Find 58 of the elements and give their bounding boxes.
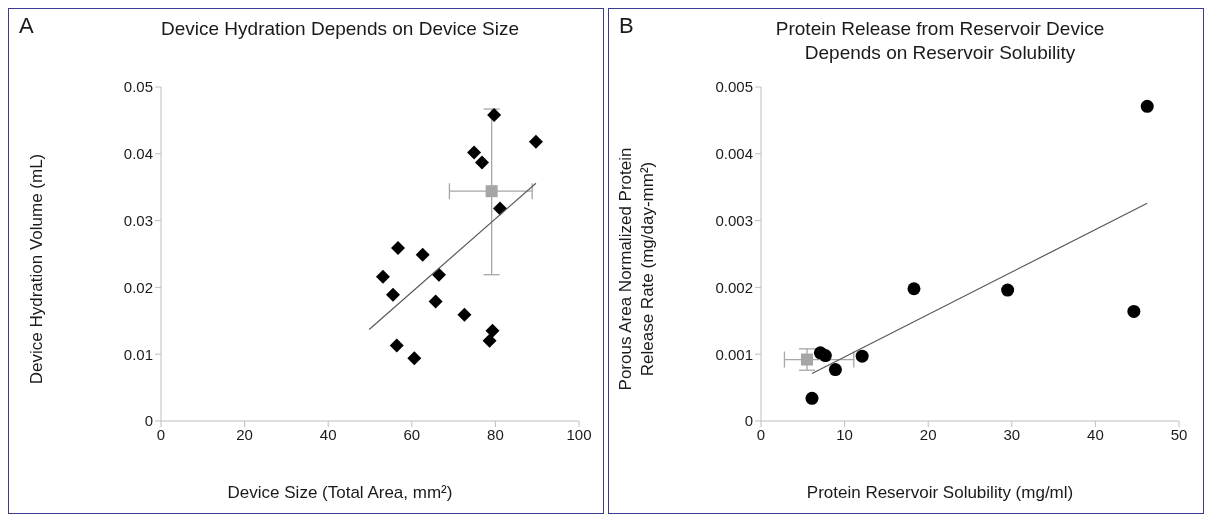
point (457, 307, 472, 322)
y-tick-label: 0.02 (123, 278, 153, 296)
point (407, 351, 422, 366)
point (428, 294, 443, 309)
point (493, 201, 507, 216)
x-tick-label: 80 (487, 425, 504, 443)
point (828, 363, 842, 377)
y-tick-label: 0 (744, 412, 753, 430)
y-axis-title: Device Hydration Volume (mL) (26, 152, 47, 387)
x-tick-label: 60 (403, 425, 421, 443)
point (907, 282, 921, 296)
point (389, 338, 404, 353)
y-tick-label: 0.03 (123, 211, 153, 229)
x-tick-label: 0 (756, 425, 766, 443)
point (485, 323, 500, 338)
point (1140, 99, 1154, 113)
text: A (19, 13, 34, 39)
x-tick-label: 50 (1170, 425, 1188, 443)
x-tick-label: 10 (836, 425, 853, 443)
y-axis-title: Porous Area Normalized Protein Release Rate (mg/day-mm²) (615, 146, 658, 393)
x-tick-label: 20 (236, 425, 253, 443)
x-tick-label: 20 (919, 425, 937, 443)
y-tick-label: 0.002 (715, 278, 753, 296)
point (1127, 304, 1141, 318)
point (485, 185, 498, 198)
chart-title: Device Hydration Depends on Device Size (160, 17, 520, 41)
y-tick-label: 0.005 (715, 78, 753, 96)
y-tick-label: 0.04 (123, 145, 153, 163)
y-tick-label: 0.004 (715, 145, 753, 163)
x-tick-label: 0 (156, 425, 166, 443)
point (482, 333, 497, 348)
x-tick-label: 40 (1087, 425, 1104, 443)
y-tick-label: 0.001 (715, 345, 753, 363)
x-axis-title: Protein Reservoir Solubility (mg/ml) (805, 483, 1075, 503)
point (375, 269, 390, 284)
point (487, 108, 502, 123)
chart-title: Protein Release from Reservoir Device Depends on Reservoir Solubility (774, 17, 1106, 65)
x-tick-label: 40 (319, 425, 337, 443)
y-tick-label: 0.003 (715, 211, 753, 229)
y-tick-label: 0.01 (123, 345, 153, 363)
point (855, 349, 869, 363)
y-tick-label: 0 (144, 412, 153, 430)
point (818, 349, 832, 363)
text: B (619, 13, 634, 39)
x-axis-title: Device Size (Total Area, mm²) (226, 483, 454, 503)
point (385, 287, 400, 302)
x-tick-label: 100 (566, 425, 592, 443)
x-tick-label: 30 (1003, 425, 1021, 443)
point (528, 134, 543, 149)
point (1001, 283, 1015, 297)
point (391, 240, 406, 255)
point (805, 391, 819, 405)
point (467, 145, 482, 160)
y-tick-label: 0.05 (123, 78, 153, 96)
point (475, 155, 490, 170)
point (431, 267, 446, 282)
point (800, 353, 813, 366)
point (415, 247, 430, 262)
